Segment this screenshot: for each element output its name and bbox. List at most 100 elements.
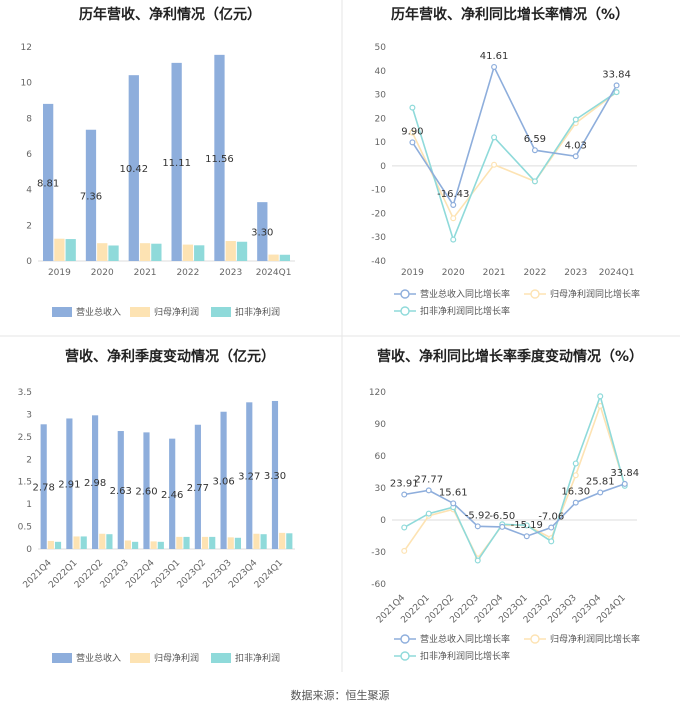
series-point-3 xyxy=(531,178,538,185)
bar-3 xyxy=(151,243,162,261)
legend-swatch xyxy=(52,653,72,663)
chart-title: 营收、净利季度变动情况（亿元） xyxy=(65,348,275,365)
y-tick-label: 40 xyxy=(375,67,387,77)
y-tick-label: 1 xyxy=(26,500,32,510)
line-value-label: 15.61 xyxy=(439,487,468,498)
series-point-1 xyxy=(401,491,408,498)
legend-label: 营业总收入同比增长率 xyxy=(420,633,510,645)
y-tick-label: 6 xyxy=(26,150,32,160)
bar-2 xyxy=(47,540,54,549)
y-tick-label: 0 xyxy=(380,162,386,172)
line-value-label: 6.59 xyxy=(524,134,546,145)
x-tick-label: 2019 xyxy=(401,268,424,278)
series-point-3 xyxy=(572,460,579,467)
series-point-3 xyxy=(491,134,498,141)
line-value-label: 33.84 xyxy=(610,468,639,479)
chart-quarterly_growth: 营收、净利同比增长率季度变动情况（%）-60-3003060901202021Q… xyxy=(369,348,643,662)
bar-3 xyxy=(279,254,291,261)
bar-2 xyxy=(225,241,236,261)
series-point-1 xyxy=(450,201,457,208)
bar-3 xyxy=(80,536,87,549)
series-point-1 xyxy=(613,82,620,89)
series-point-3 xyxy=(450,236,457,243)
bar-value-label: 2.98 xyxy=(84,478,106,489)
bar-1 xyxy=(42,103,54,261)
bar-value-label: 2.78 xyxy=(33,483,55,494)
x-tick-label: 2021 xyxy=(134,268,157,278)
series-point-3 xyxy=(548,538,555,545)
legend-marker xyxy=(400,634,410,644)
legend-swatch xyxy=(130,653,150,663)
bar-2 xyxy=(99,533,106,549)
legend-swatch xyxy=(211,653,231,663)
legend-item: 扣非净利润 xyxy=(211,306,280,318)
legend-item: 营业总收入 xyxy=(52,652,121,664)
series-line-3 xyxy=(411,91,618,242)
bar-1 xyxy=(257,202,268,261)
bar-2 xyxy=(279,532,286,549)
y-tick-label: 8 xyxy=(26,114,32,124)
y-tick-label: 4 xyxy=(26,186,32,196)
bar-3 xyxy=(194,245,205,261)
legend-marker xyxy=(530,634,540,644)
y-tick-label: 90 xyxy=(375,420,387,430)
y-tick-label: 2 xyxy=(26,455,32,465)
line-value-label: 4.03 xyxy=(565,140,587,151)
bar-1 xyxy=(194,424,201,549)
bar-value-label: 2.63 xyxy=(110,486,132,497)
bar-2 xyxy=(73,536,80,549)
bar-value-label: 2.91 xyxy=(58,480,80,491)
line-value-label: 9.90 xyxy=(401,126,423,137)
y-tick-label: 10 xyxy=(21,79,33,89)
series-line-2 xyxy=(411,91,618,220)
series-point-1 xyxy=(621,480,628,487)
bar-3 xyxy=(157,541,164,549)
bar-1 xyxy=(143,432,150,549)
bar-3 xyxy=(234,537,242,549)
y-tick-label: 0 xyxy=(380,516,386,526)
x-tick-label: 2023 xyxy=(564,268,587,278)
y-tick-label: 0 xyxy=(26,257,32,267)
legend-item: 归母净利润 xyxy=(130,652,199,664)
x-tick-label: 2024Q1 xyxy=(256,268,292,278)
series-point-2 xyxy=(401,547,408,554)
bar-value-label: 8.81 xyxy=(37,178,59,189)
bar-2 xyxy=(97,243,108,261)
y-tick-label: 50 xyxy=(375,43,387,53)
x-tick-label: 2021 xyxy=(483,268,506,278)
legend-swatch xyxy=(130,307,150,317)
chart-title: 历年营收、净利同比增长率情况（%） xyxy=(391,6,629,23)
bar-1 xyxy=(40,424,47,549)
series-point-1 xyxy=(572,153,579,160)
legend-item: 归母净利润同比增长率 xyxy=(524,633,640,645)
bar-2 xyxy=(54,238,65,261)
y-tick-label: 30 xyxy=(375,91,387,101)
y-tick-label: 0.5 xyxy=(18,523,32,533)
bar-2 xyxy=(124,540,132,549)
y-tick-label: -60 xyxy=(371,580,386,590)
bar-2 xyxy=(182,244,194,261)
bar-value-label: 10.42 xyxy=(119,164,148,175)
bar-3 xyxy=(54,541,62,549)
bar-value-label: 3.30 xyxy=(251,228,273,239)
legend-swatch xyxy=(52,307,72,317)
bar-value-label: 3.30 xyxy=(264,471,286,482)
source-note: 数据来源：恒生聚源 xyxy=(291,688,390,702)
legend-label: 扣非净利润 xyxy=(235,652,280,664)
line-value-label: 41.61 xyxy=(480,51,509,62)
series-point-3 xyxy=(425,510,432,517)
legend-marker xyxy=(400,306,410,316)
y-tick-label: -10 xyxy=(371,186,386,196)
chart-title: 营收、净利同比增长率季度变动情况（%） xyxy=(377,348,643,365)
x-tick-label: 2023 xyxy=(219,268,242,278)
bar-2 xyxy=(201,536,209,549)
series-point-3 xyxy=(613,89,620,96)
series-point-1 xyxy=(474,523,481,530)
bar-value-label: 11.56 xyxy=(205,154,234,165)
line-value-label: 25.81 xyxy=(586,476,615,487)
bar-1 xyxy=(271,400,279,549)
x-tick-label: 2020 xyxy=(91,268,114,278)
bar-1 xyxy=(85,129,97,261)
bar-1 xyxy=(220,411,227,549)
